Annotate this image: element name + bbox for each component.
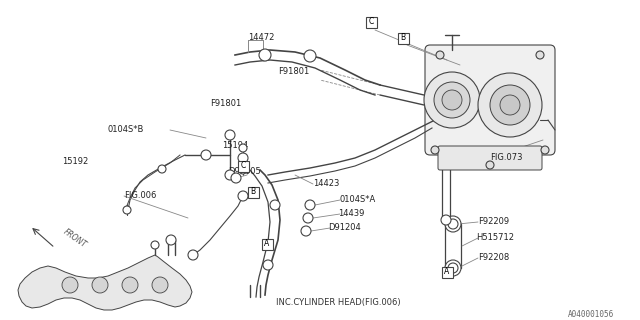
Text: 14439: 14439 — [338, 210, 364, 219]
Circle shape — [166, 235, 176, 245]
Text: H515712: H515712 — [476, 234, 514, 243]
Circle shape — [201, 150, 211, 160]
Circle shape — [239, 144, 247, 152]
Circle shape — [442, 90, 462, 110]
Circle shape — [158, 165, 166, 173]
Text: 14472: 14472 — [248, 34, 275, 43]
Circle shape — [478, 73, 542, 137]
Circle shape — [434, 82, 470, 118]
Bar — [397, 33, 408, 44]
Bar — [237, 161, 248, 172]
Circle shape — [445, 216, 461, 232]
Text: B: B — [401, 34, 406, 43]
Text: 0104S*A: 0104S*A — [340, 196, 376, 204]
Circle shape — [225, 170, 235, 180]
Text: F91801: F91801 — [278, 68, 309, 76]
Bar — [248, 187, 259, 197]
Text: A: A — [444, 268, 450, 276]
Circle shape — [239, 166, 247, 174]
Circle shape — [62, 277, 78, 293]
Bar — [442, 267, 452, 277]
Text: 15192: 15192 — [62, 157, 88, 166]
Circle shape — [424, 72, 480, 128]
Text: 14423: 14423 — [313, 180, 339, 188]
Circle shape — [441, 215, 451, 225]
Circle shape — [92, 277, 108, 293]
Circle shape — [303, 213, 313, 223]
Text: INC.CYLINDER HEAD(FIG.006): INC.CYLINDER HEAD(FIG.006) — [276, 298, 401, 307]
Text: D91204: D91204 — [328, 223, 361, 233]
Circle shape — [270, 200, 280, 210]
Circle shape — [500, 95, 520, 115]
Text: F92208: F92208 — [478, 253, 509, 262]
Text: A: A — [264, 239, 269, 249]
Text: 15194: 15194 — [222, 141, 248, 150]
Circle shape — [305, 200, 315, 210]
Bar — [365, 17, 376, 28]
Circle shape — [238, 191, 248, 201]
Text: FRONT: FRONT — [62, 227, 88, 249]
Circle shape — [436, 51, 444, 59]
Text: C: C — [241, 162, 246, 171]
Circle shape — [541, 146, 549, 154]
Circle shape — [304, 50, 316, 62]
Text: FIG.073: FIG.073 — [490, 154, 522, 163]
Circle shape — [448, 263, 458, 273]
Text: C: C — [369, 18, 374, 27]
Text: FIG.006: FIG.006 — [124, 191, 156, 201]
FancyBboxPatch shape — [438, 146, 542, 170]
Bar — [262, 238, 273, 250]
Circle shape — [151, 241, 159, 249]
Circle shape — [536, 51, 544, 59]
Text: F92209: F92209 — [478, 218, 509, 227]
Circle shape — [259, 49, 271, 61]
Circle shape — [238, 153, 248, 163]
Text: A040001056: A040001056 — [568, 310, 614, 319]
Circle shape — [448, 219, 458, 229]
Circle shape — [431, 146, 439, 154]
FancyBboxPatch shape — [425, 45, 555, 155]
Text: D91005: D91005 — [228, 167, 260, 177]
Text: B: B — [250, 188, 255, 196]
Circle shape — [225, 130, 235, 140]
Polygon shape — [18, 255, 192, 310]
Circle shape — [490, 85, 530, 125]
Circle shape — [122, 277, 138, 293]
Circle shape — [263, 260, 273, 270]
Text: F91801: F91801 — [210, 100, 241, 108]
Circle shape — [486, 161, 494, 169]
Circle shape — [301, 226, 311, 236]
Circle shape — [445, 260, 461, 276]
Circle shape — [152, 277, 168, 293]
Text: 0104S*B: 0104S*B — [108, 125, 145, 134]
Circle shape — [188, 250, 198, 260]
Circle shape — [231, 173, 241, 183]
Circle shape — [123, 206, 131, 214]
